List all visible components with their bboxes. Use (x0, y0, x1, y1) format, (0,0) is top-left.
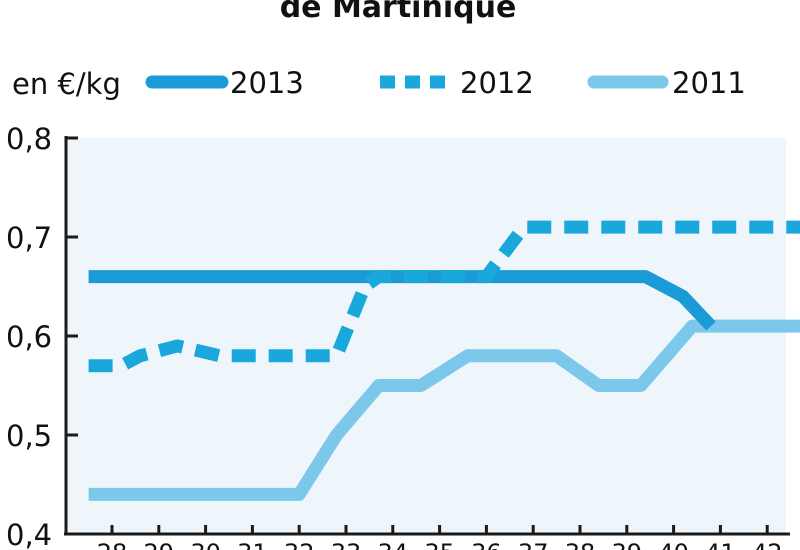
x-tick-label: 38 (565, 539, 596, 550)
x-tick-label: 31 (237, 539, 268, 550)
legend-label-2011: 2011 (672, 66, 746, 100)
y-tick-label: 0,7 (6, 221, 52, 255)
series-layer (88, 220, 800, 501)
x-tick-label: 30 (190, 539, 221, 550)
x-tick-label: 32 (284, 539, 315, 550)
y-axis-unit-label: en €/kg (12, 67, 121, 101)
y-tick-label: 0,6 (6, 320, 52, 354)
y-tick-label: 0,5 (6, 419, 52, 453)
chart-title: de Martinique (280, 0, 517, 25)
y-tick-label: 0,4 (6, 518, 52, 550)
x-tick-label: 43 (799, 539, 800, 550)
x-tick-label: 28 (97, 539, 128, 550)
series-line-2011 (88, 319, 800, 501)
legend-label-2013: 2013 (230, 66, 304, 100)
x-tick-label: 42 (752, 539, 783, 550)
x-tick-label: 29 (144, 539, 175, 550)
legend: 2013 2012 2011 (145, 66, 746, 100)
series-line-2012 (88, 220, 800, 373)
x-tick-label: 33 (331, 539, 362, 550)
plot-area (66, 138, 786, 534)
x-tick-label: 40 (658, 539, 689, 550)
y-tick-label: 0,8 (6, 122, 52, 156)
x-tick-label: 35 (424, 539, 455, 550)
series-line-2013 (88, 270, 716, 331)
x-tick-label: 39 (612, 539, 643, 550)
x-tick-label: 37 (518, 539, 549, 550)
x-tick-label: 36 (471, 539, 502, 550)
x-ticks: 28 29 30 31 32 33 34 35 36 37 38 39 40 41 42 43 (97, 525, 800, 550)
y-ticks: 0,4 0,5 0,6 0,7 0,8 (6, 122, 78, 550)
legend-label-2012: 2012 (460, 66, 534, 100)
x-tick-label: 41 (705, 539, 736, 550)
x-tick-label: 34 (378, 539, 409, 550)
